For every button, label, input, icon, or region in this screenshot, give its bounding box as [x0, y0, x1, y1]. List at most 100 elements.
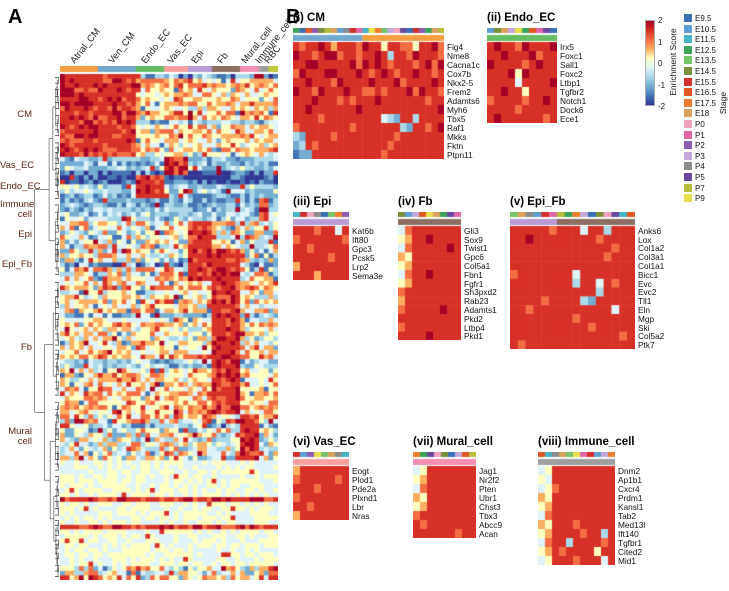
stage-swatch — [684, 141, 692, 150]
stage-swatch — [684, 120, 692, 128]
row-label-immune-cell: Immune cell — [0, 198, 35, 220]
row-label-epi_fb: Epi_Fb — [1, 258, 32, 270]
gene-label: Ltbp4 — [464, 322, 485, 333]
gene-label: Col1a1 — [638, 260, 665, 271]
gene-label: Tgfbr2 — [560, 86, 584, 97]
gene-label: Cox7b — [447, 68, 471, 79]
gene-label: Pkd1 — [464, 331, 483, 342]
gene-label: Plod1 — [352, 474, 374, 485]
heatmap-grid-epi — [293, 212, 349, 280]
heatmap-grid-fb — [398, 212, 461, 340]
stage-swatch — [684, 67, 692, 75]
stage-label: E16.5 — [695, 88, 716, 98]
stage-label: P5 — [695, 173, 705, 182]
heatmap-title: (i) CM — [293, 12, 325, 24]
stage-label: E15.5 — [695, 77, 716, 87]
gene-label: Mgp — [638, 313, 655, 324]
column-label-epi: Epi — [189, 48, 207, 66]
stage-label: P3 — [695, 151, 705, 161]
gene-label: Tab2 — [618, 510, 636, 521]
gene-label: Cacna1c — [447, 59, 480, 70]
stage-label: P9 — [695, 194, 705, 204]
heatmap-cm: (i) CM Fig4 Nme8 Cacna1c Cox7b Nkx2-5 Frem2 Ada… — [293, 12, 490, 159]
heatmap-title: (vii) Mural_cell — [413, 436, 493, 448]
gene-label: Jag1 — [479, 465, 497, 476]
heatmap-title: (vi) Vas_EC — [293, 436, 356, 448]
gene-label: Irx5 — [560, 41, 574, 52]
stage-item: P0 — [684, 120, 705, 129]
gene-label: Mkks — [447, 131, 467, 142]
heatmap-grid-endo_ec — [487, 28, 557, 123]
column-group-labels: Atrial_CM Ven_CM Endo_EC Vas_EC Epi Fb Mural_c… — [60, 0, 295, 67]
gene-label: Foxc2 — [560, 68, 583, 79]
gene-label: Acan — [479, 528, 498, 539]
gene-label: Fktn — [447, 140, 464, 151]
stage-label: P4 — [695, 162, 705, 172]
gene-label: Col1a2 — [638, 243, 665, 254]
gene-label: Anks6 — [638, 225, 662, 236]
gene-label: Ltbp1 — [560, 77, 581, 88]
heatmap-fb: (iv) Fb Gli3 Sox9 Twist1 Gpc6 Col5a1 Fbn1 Fgfr1… — [398, 196, 507, 342]
panel-b-label: B — [286, 6, 301, 28]
gene-label: Tgfbr1 — [618, 537, 642, 548]
heatmap-title: (iv) Fb — [398, 196, 433, 208]
heatmap-mural_cell: (vii) Mural_cell Jag1 Nr2f2 Pten Ubr1 Chst3 Tb… — [413, 436, 522, 538]
gene-label: Pde2a — [352, 483, 376, 494]
stage-item: E14.5 — [684, 67, 716, 76]
gene-label: Pten — [479, 483, 497, 494]
gene-label: Med13l — [618, 519, 646, 530]
gene-label: Sox9 — [464, 234, 483, 245]
stage-label: P0 — [695, 120, 705, 129]
stage-item: E10.5 — [684, 24, 716, 34]
gene-label: Kat6b — [352, 225, 374, 236]
row-label-mural-cell: Mural cell — [8, 426, 32, 448]
column-label-fb: Fb — [215, 50, 231, 66]
stage-item: E11.5 — [684, 35, 715, 44]
gene-label: Tbx5 — [447, 113, 466, 124]
gene-label: Col5a1 — [464, 260, 491, 271]
stage-label: E12.5 — [695, 45, 716, 55]
gene-label: Lox — [638, 234, 652, 245]
stage-swatch — [684, 56, 692, 65]
gene-label: Notch1 — [560, 95, 587, 106]
heatmap-vas_ec: (vi) Vas_EC Eogt Plod1 Pde2a Plxnd1 Lbr Nras — [293, 436, 395, 520]
heatmap-grid-immune_cell — [538, 452, 615, 565]
stage-label: E18 — [695, 109, 710, 119]
column-label-ven_cm: Ven_CM — [106, 30, 138, 67]
gene-label: Fig4 — [447, 41, 464, 52]
gene-label: Nr2f2 — [479, 474, 500, 485]
stage-item: E12.5 — [684, 45, 716, 55]
gene-label: Fbn1 — [464, 269, 483, 280]
gene-label: Ski — [638, 322, 650, 333]
colorbar-tick: 2 — [658, 16, 663, 25]
stage-item: P3 — [684, 151, 705, 161]
gene-label: Twist1 — [464, 243, 488, 254]
stage-label: E9.5 — [695, 14, 712, 23]
stage-swatch — [684, 183, 692, 192]
heatmap-grid-epi_fb — [510, 212, 635, 349]
heatmap-title: (viii) Immune_cell — [538, 436, 635, 448]
gene-label: Cited2 — [618, 546, 642, 557]
stage-label: E14.5 — [695, 67, 716, 76]
heatmap-grid-vas_ec — [293, 452, 349, 520]
heatmap-title: (ii) Endo_EC — [487, 12, 556, 24]
gene-label: Eogt — [352, 465, 370, 476]
gene-label: Ptpn11 — [447, 149, 473, 160]
heatmap-grid-mural_cell — [413, 452, 476, 538]
gene-label: Dock6 — [560, 104, 584, 115]
stage-label: E10.5 — [695, 24, 716, 34]
gene-label: Nme8 — [447, 50, 470, 61]
heatmap-grid-cm — [293, 28, 444, 159]
stage-label: P1 — [695, 130, 705, 140]
gene-label: Kansl1 — [618, 501, 644, 512]
stage-swatch — [684, 130, 692, 139]
row-label-vas_ec: Vas_EC — [0, 160, 35, 171]
stage-item: E16.5 — [684, 88, 716, 97]
stage-item: E9.5 — [684, 14, 711, 23]
gene-label: Ptk7 — [638, 340, 655, 351]
stage-label: P2 — [695, 141, 705, 151]
gene-label: Frem2 — [447, 86, 471, 97]
heatmap-epi_fb: (v) Epi_Fb Anks6 Lox Col1a2 Col3a1 Col1a1 Bicc… — [510, 196, 681, 349]
colorbar — [645, 20, 655, 106]
row-label-epi: Epi — [18, 229, 32, 240]
